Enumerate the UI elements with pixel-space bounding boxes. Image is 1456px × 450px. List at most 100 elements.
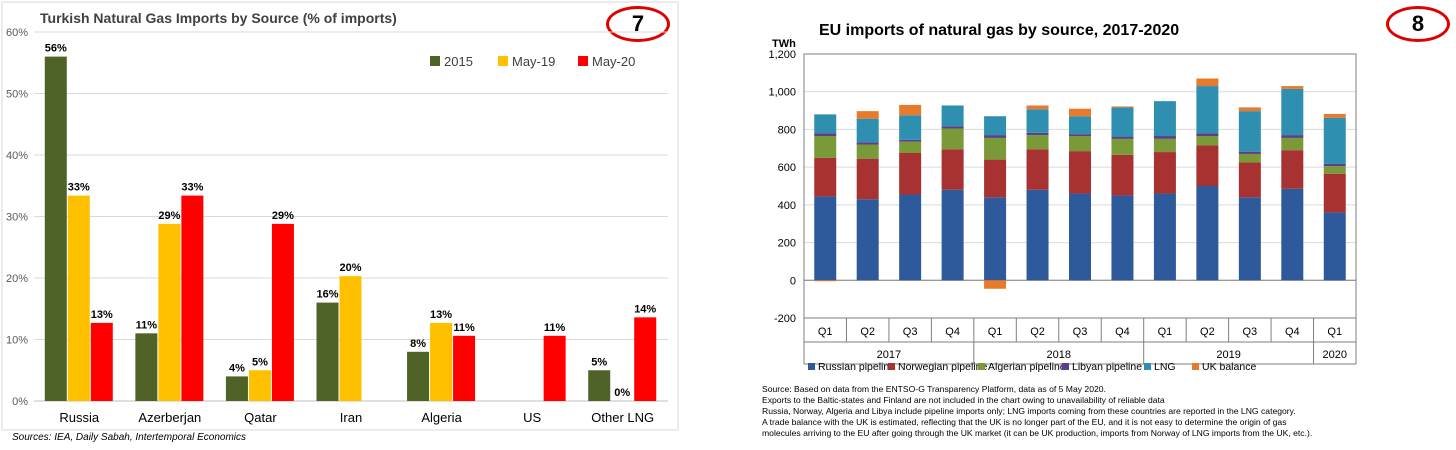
bar-segment-norwegian-pipeline [984, 159, 1007, 198]
bar-segment-lng [1153, 101, 1176, 137]
bar-segment-libyan-pipeline [1238, 151, 1261, 154]
data-label: 29% [272, 210, 294, 222]
bar-may-19-azerberjan [158, 223, 181, 401]
x-category-label: Iran [340, 410, 362, 425]
bar-segment-uk-balance [1323, 113, 1346, 118]
y-tick-label: 800 [778, 124, 796, 136]
x-category-label: Other LNG [591, 410, 654, 425]
bar-segment-russian-pipeline [814, 196, 837, 281]
bar-segment-russian-pipeline [984, 197, 1007, 281]
bar-segment-algerian-pipeline [1069, 136, 1091, 152]
bar-may-19-algeria [430, 322, 453, 401]
bar-2015-algeria [407, 351, 430, 401]
y-tick-label: 600 [778, 162, 796, 174]
data-label: 29% [158, 210, 180, 222]
bar-segment-norwegian-pipeline [1026, 149, 1049, 190]
data-label: 16% [316, 289, 338, 301]
bar-segment-norwegian-pipeline [1153, 152, 1176, 194]
bar-segment-uk-balance [1238, 107, 1261, 112]
bar-2015-iran [316, 302, 339, 401]
legend-label: Libyan pipeline [1072, 361, 1142, 373]
footnote-pipelines: Russia, Norway, Algeria and Libya includ… [762, 406, 1296, 416]
right-chart-title: EU imports of natural gas by source, 201… [819, 22, 1180, 39]
footnote-uk-2: molecules arriving to the EU after going… [762, 428, 1313, 438]
plot-border [803, 53, 1357, 319]
bar-segment-russian-pipeline [1069, 193, 1091, 281]
x-year-label: 2018 [1047, 349, 1071, 361]
bar-2015-qatar [225, 376, 248, 401]
left-chart-border [1, 1, 679, 431]
y-tick-label: 10% [6, 335, 28, 347]
bar-segment-algerian-pipeline [1281, 137, 1304, 151]
data-label: 11% [453, 322, 475, 334]
bar-segment-lng [1026, 109, 1049, 133]
bar-segment-russian-pipeline [1026, 189, 1049, 281]
turkish-imports-panel: Turkish Natural Gas Imports by Source (%… [0, 0, 680, 450]
legend-label: Russian pipeline [818, 361, 895, 373]
y-tick-label: 1,200 [768, 49, 796, 61]
bar-segment-uk-balance [1111, 106, 1134, 108]
y-tick-label: 0 [790, 275, 796, 287]
data-label: 0% [614, 387, 630, 399]
y-tick-label: 60% [6, 27, 28, 39]
bar-segment-russian-pipeline [1196, 186, 1219, 281]
x-category-label: Algeria [421, 410, 462, 425]
bar-may-20-other-lng [634, 317, 657, 401]
legend-swatch [978, 363, 985, 370]
legend-swatch [1144, 363, 1151, 370]
y-tick-label: 1,000 [768, 87, 796, 99]
bar-segment-algerian-pipeline [1026, 135, 1049, 150]
footnote-uk-1: A trade balance with the UK is estimated… [762, 417, 1287, 427]
bar-segment-norwegian-pipeline [941, 149, 964, 190]
badge-7: 7 [606, 6, 670, 42]
x-category-label: Russia [59, 410, 100, 425]
bar-segment-russian-pipeline [899, 194, 922, 281]
x-category-label: Azerberjan [138, 410, 201, 425]
bar-segment-libyan-pipeline [814, 133, 837, 137]
bar-segment-libyan-pipeline [1153, 136, 1176, 139]
data-label: 5% [591, 356, 607, 368]
bar-segment-norwegian-pipeline [814, 157, 837, 197]
bar-segment-uk-balance [1026, 105, 1049, 110]
data-label: 14% [634, 303, 656, 315]
data-label: 33% [68, 182, 90, 194]
bar-segment-algerian-pipeline [1196, 136, 1219, 146]
eu-imports-chart: TWh -200 0 200 400 600 800 1,000 1,200 Q1 Q2 Q3 Q4 Q1… [768, 38, 1357, 373]
bar-segment-norwegian-pipeline [1238, 162, 1261, 198]
data-label: 20% [339, 262, 361, 274]
bar-segment-norwegian-pipeline [1281, 150, 1304, 189]
bar-segment-algerian-pipeline [856, 144, 879, 159]
data-label: 5% [252, 356, 268, 368]
bar-segment-russian-pipeline [1238, 197, 1261, 281]
bar-segment-uk-balance [899, 104, 922, 116]
x-quarter-label: Q2 [860, 326, 875, 338]
bar-segment-uk-balance [984, 280, 1007, 289]
x-quarter-label: Q3 [1073, 326, 1088, 338]
x-quarter-label: Q3 [903, 326, 918, 338]
bar-segment-lng [984, 116, 1007, 136]
bar-segment-libyan-pipeline [1069, 134, 1091, 137]
bar-segment-lng [1281, 88, 1304, 136]
x-year-label: 2020 [1323, 349, 1347, 361]
bar-segment-lng [941, 105, 964, 127]
bar-segment-libyan-pipeline [1111, 136, 1134, 139]
x-quarter-label: Q4 [1115, 326, 1130, 338]
bar-segment-libyan-pipeline [1196, 133, 1219, 137]
x-quarter-label: Q4 [1285, 326, 1300, 338]
x-quarter-label: Q4 [945, 326, 960, 338]
bar-segment-russian-pipeline [856, 199, 879, 281]
bar-segment-libyan-pipeline [984, 135, 1007, 138]
bar-segment-norwegian-pipeline [1323, 173, 1346, 213]
legend-swatch [808, 363, 815, 370]
bar-segment-algerian-pipeline [1111, 138, 1134, 155]
bar-segment-russian-pipeline [1323, 212, 1346, 281]
bar-may-19-qatar [248, 370, 271, 401]
bar-may-20-us [543, 335, 566, 401]
footnote-source: Source: Based on data from the ENTSO-G T… [762, 384, 1106, 394]
bar-2015-other-lng [588, 370, 611, 401]
x-quarter-label: Q1 [988, 326, 1003, 338]
bar-segment-lng [1111, 107, 1134, 137]
y-tick-label: 200 [778, 238, 796, 250]
bar-2015-russia [44, 56, 67, 401]
bar-segment-russian-pipeline [1281, 188, 1304, 281]
